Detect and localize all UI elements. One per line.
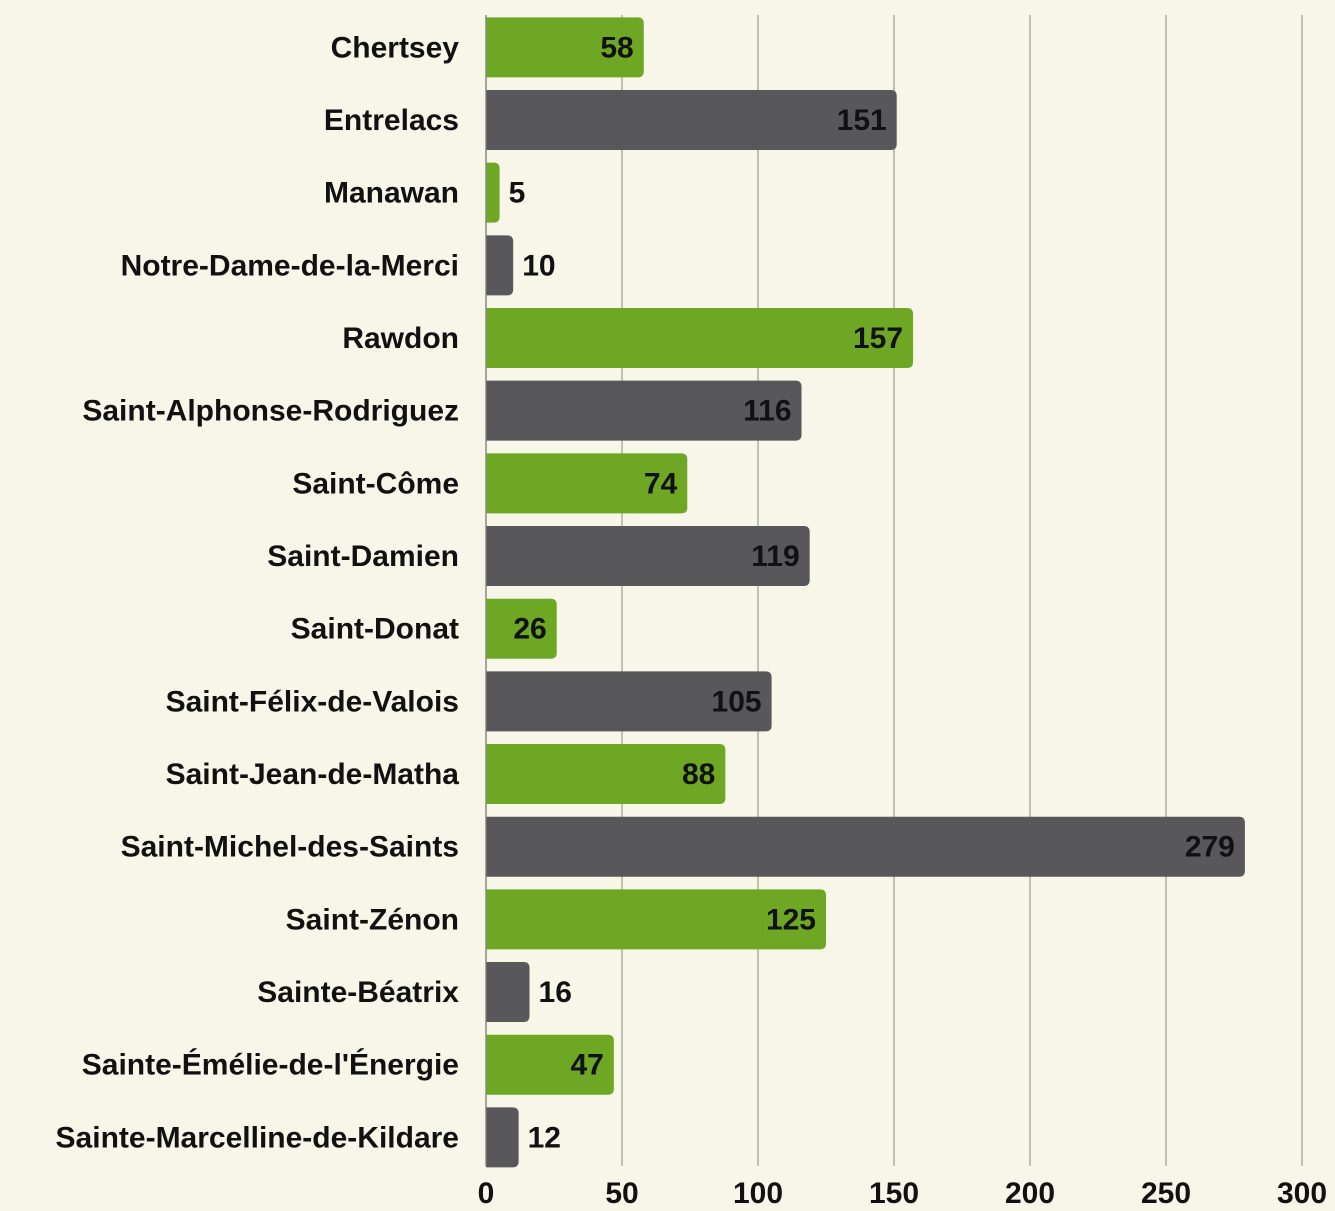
y-tick-label: Sainte-Marcelline-de-Kildare — [56, 1121, 459, 1154]
bar — [486, 90, 897, 151]
x-tick-label: 250 — [1141, 1177, 1191, 1210]
value-label: 47 — [570, 1049, 603, 1082]
bar — [486, 816, 1245, 877]
bar — [486, 598, 557, 659]
x-tick-label: 0 — [478, 1177, 495, 1210]
y-tick-label: Saint-Alphonse-Rodriguez — [82, 395, 459, 428]
value-label: 88 — [682, 758, 715, 791]
bar — [486, 526, 810, 587]
bar — [486, 1034, 614, 1095]
x-tick-label: 100 — [733, 1177, 783, 1210]
bar — [486, 308, 914, 369]
value-label: 74 — [644, 467, 678, 500]
y-tick-label: Saint-Côme — [292, 467, 459, 500]
value-label: 157 — [853, 322, 903, 355]
value-label: 10 — [522, 249, 555, 282]
bar — [486, 962, 530, 1023]
y-tick-label: Manawan — [324, 177, 459, 210]
y-tick-label: Saint-Damien — [267, 540, 459, 573]
value-label: 151 — [837, 104, 887, 137]
bar — [486, 380, 802, 441]
y-tick-label: Sainte-Émélie-de-l'Énergie — [82, 1048, 459, 1082]
bar — [486, 889, 826, 950]
bar — [486, 235, 514, 296]
value-label: 279 — [1185, 831, 1235, 864]
y-tick-label: Saint-Donat — [291, 613, 459, 646]
y-tick-label: Saint-Félix-de-Valois — [166, 685, 459, 718]
value-label: 119 — [751, 540, 799, 573]
value-label: 16 — [539, 976, 572, 1009]
x-tick-label: 50 — [605, 1177, 638, 1210]
bar — [486, 17, 644, 78]
value-label: 125 — [766, 903, 816, 936]
y-tick-label: Saint-Jean-de-Matha — [166, 758, 460, 791]
bar — [486, 744, 726, 805]
x-tick-label: 300 — [1277, 1177, 1327, 1210]
y-tick-label: Chertsey — [331, 31, 460, 64]
value-label: 105 — [712, 685, 762, 718]
value-label: 116 — [743, 395, 791, 428]
y-tick-label: Sainte-Béatrix — [257, 976, 459, 1009]
y-tick-label: Saint-Zénon — [286, 903, 459, 936]
x-tick-label: 150 — [869, 1177, 919, 1210]
value-label: 5 — [509, 177, 526, 210]
bar — [486, 671, 772, 732]
bar — [486, 1107, 519, 1168]
value-label: 26 — [513, 613, 546, 646]
y-tick-label: Rawdon — [342, 322, 459, 355]
y-tick-label: Entrelacs — [324, 104, 459, 137]
x-tick-label: 200 — [1005, 1177, 1055, 1210]
y-tick-label: Saint-Michel-des-Saints — [121, 831, 459, 864]
y-tick-label: Notre-Dame-de-la-Merci — [121, 249, 459, 282]
bar — [486, 453, 688, 514]
bar — [486, 162, 500, 223]
value-label: 58 — [600, 31, 633, 64]
value-label: 12 — [528, 1121, 561, 1154]
